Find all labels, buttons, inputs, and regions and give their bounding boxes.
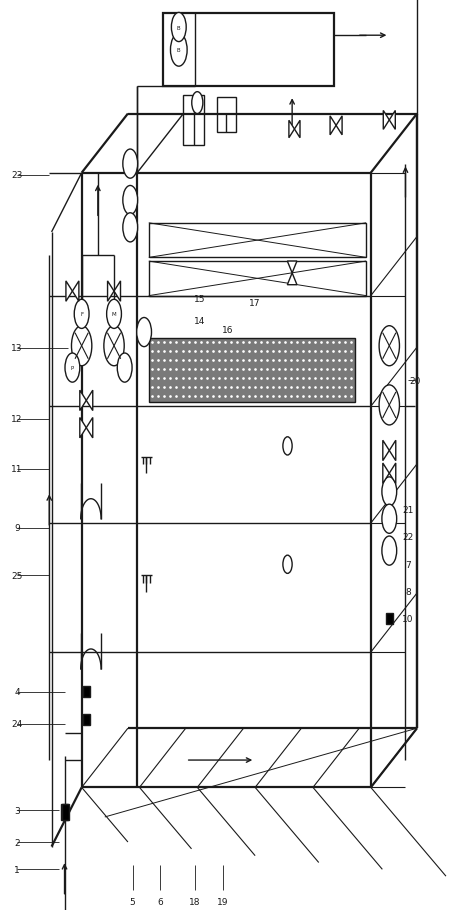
- Text: 18: 18: [189, 896, 200, 906]
- Text: 7: 7: [404, 560, 410, 569]
- Circle shape: [106, 300, 121, 329]
- Text: 12: 12: [11, 415, 23, 424]
- Polygon shape: [388, 441, 395, 461]
- Circle shape: [123, 186, 138, 215]
- Polygon shape: [288, 121, 294, 138]
- Polygon shape: [329, 117, 335, 136]
- Circle shape: [123, 150, 138, 179]
- Circle shape: [282, 437, 292, 456]
- Text: 9: 9: [14, 524, 20, 533]
- Text: 6: 6: [157, 896, 163, 906]
- Polygon shape: [80, 391, 86, 411]
- Text: 23: 23: [11, 171, 23, 179]
- Polygon shape: [107, 281, 114, 302]
- Polygon shape: [294, 121, 300, 138]
- Circle shape: [381, 477, 396, 507]
- Polygon shape: [80, 418, 86, 438]
- Bar: [183, 97, 204, 147]
- Circle shape: [170, 35, 187, 67]
- Polygon shape: [287, 273, 296, 285]
- Circle shape: [71, 326, 92, 366]
- Polygon shape: [72, 281, 79, 302]
- Polygon shape: [388, 464, 395, 484]
- Text: B: B: [176, 48, 180, 53]
- Text: 13: 13: [11, 343, 23, 353]
- Polygon shape: [287, 261, 296, 273]
- Circle shape: [123, 213, 138, 242]
- Text: 1: 1: [14, 865, 20, 874]
- Text: 5: 5: [129, 896, 135, 906]
- Polygon shape: [382, 111, 388, 130]
- Text: 21: 21: [401, 506, 413, 515]
- Text: B: B: [176, 26, 180, 30]
- Circle shape: [378, 326, 399, 366]
- Text: 19: 19: [217, 896, 228, 906]
- Polygon shape: [382, 464, 388, 484]
- Text: 3: 3: [14, 805, 20, 814]
- Circle shape: [74, 300, 89, 329]
- Polygon shape: [86, 391, 93, 411]
- Text: 25: 25: [11, 571, 23, 580]
- Bar: [162, 15, 333, 87]
- Polygon shape: [388, 111, 394, 130]
- Text: F: F: [80, 312, 83, 317]
- Text: 24: 24: [11, 720, 23, 728]
- Polygon shape: [114, 281, 120, 302]
- Text: M: M: [112, 312, 116, 317]
- Circle shape: [104, 326, 124, 366]
- Text: 2: 2: [14, 837, 19, 846]
- Text: 4: 4: [14, 688, 19, 697]
- Bar: [83, 714, 89, 725]
- Circle shape: [381, 505, 396, 534]
- Circle shape: [171, 14, 186, 43]
- Bar: [217, 98, 235, 133]
- Text: 16: 16: [221, 325, 232, 334]
- Polygon shape: [382, 441, 388, 461]
- Text: 15: 15: [194, 294, 205, 303]
- Circle shape: [191, 93, 202, 115]
- Polygon shape: [335, 117, 341, 136]
- Circle shape: [381, 537, 396, 566]
- Bar: [83, 687, 89, 698]
- Text: 8: 8: [404, 588, 410, 597]
- Text: 20: 20: [408, 376, 419, 385]
- Bar: [149, 339, 354, 403]
- Bar: [61, 804, 68, 820]
- Text: 14: 14: [194, 316, 205, 325]
- Text: P: P: [71, 365, 74, 371]
- Text: 10: 10: [401, 615, 413, 624]
- Circle shape: [378, 385, 399, 425]
- Circle shape: [137, 318, 151, 347]
- Text: 22: 22: [401, 533, 413, 542]
- Bar: [62, 804, 69, 820]
- Text: 17: 17: [249, 298, 260, 307]
- Polygon shape: [86, 418, 93, 438]
- Polygon shape: [66, 281, 72, 302]
- Circle shape: [117, 353, 132, 383]
- Bar: [385, 614, 392, 625]
- Bar: [149, 223, 365, 258]
- Text: 11: 11: [11, 465, 23, 474]
- Bar: [149, 261, 365, 296]
- Circle shape: [65, 353, 80, 383]
- Circle shape: [282, 556, 292, 574]
